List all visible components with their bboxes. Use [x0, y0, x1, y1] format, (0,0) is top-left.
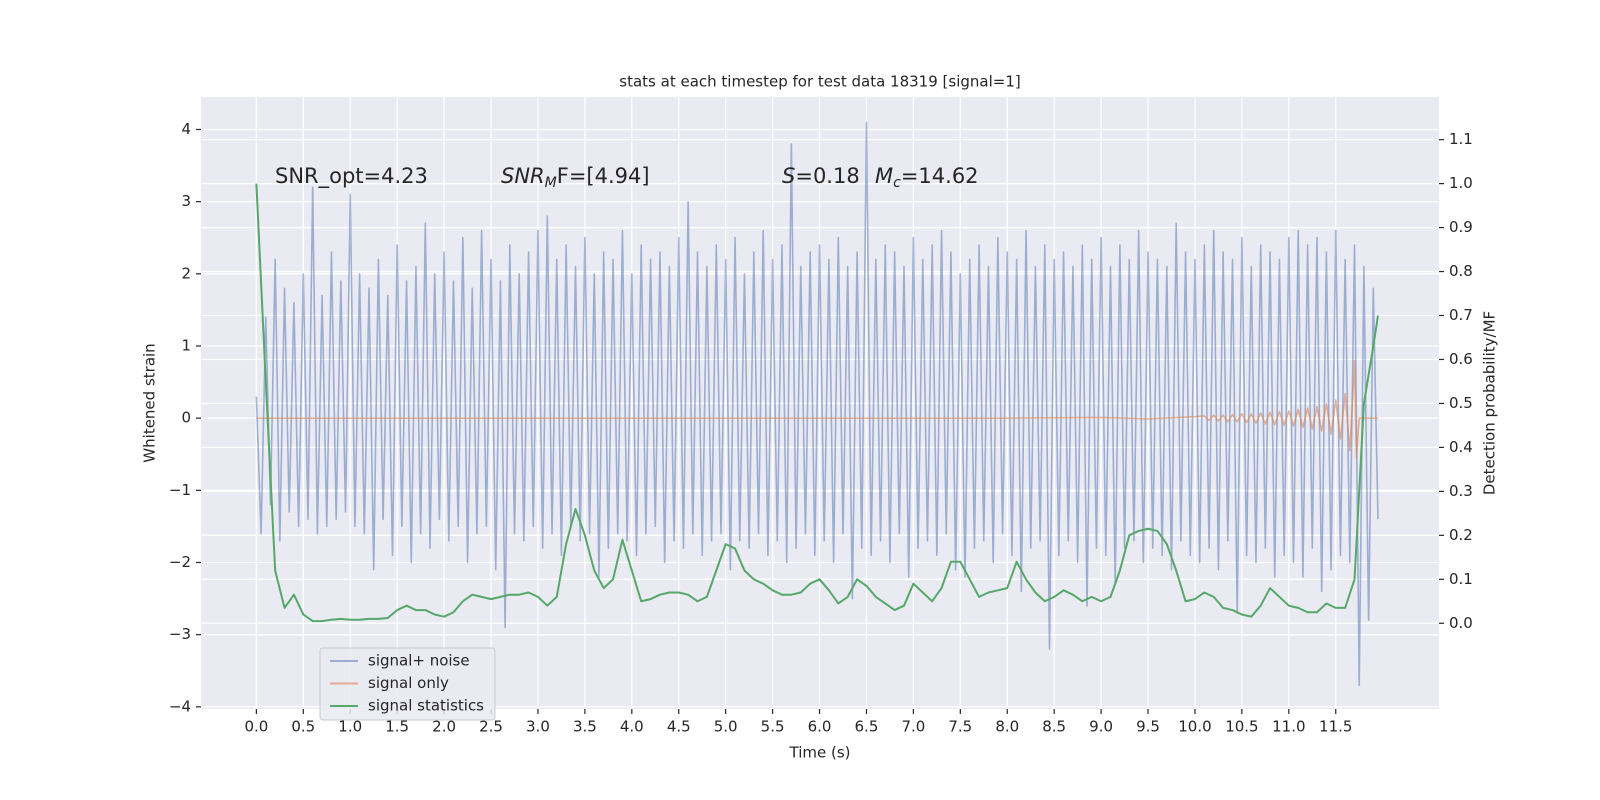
- series-line: [255, 183, 1379, 623]
- annotation-sub: M: [545, 175, 557, 191]
- legend-label: signal+ noise: [368, 652, 470, 670]
- annotation-base: M: [875, 164, 893, 188]
- x-tick-label: 10.0: [1178, 718, 1211, 736]
- annotation-after: =14.62: [901, 164, 979, 188]
- y-tick-label: 1: [181, 336, 191, 354]
- series-line: [256, 359, 1378, 459]
- x-tick-label: 5.5: [761, 718, 785, 736]
- x-tick-label: 8.0: [995, 718, 1019, 736]
- y-tick-label: 3: [181, 192, 191, 210]
- y-tick-label: 0: [181, 409, 191, 427]
- x-tick-label: 11.0: [1272, 718, 1305, 736]
- x-tick-label: 7.0: [901, 718, 925, 736]
- y2-tick-label: 1.0: [1449, 174, 1473, 192]
- y2-tick-label: 0.9: [1449, 218, 1473, 236]
- annotation-base: S: [782, 164, 795, 188]
- annotation: Mc=14.62: [875, 164, 979, 191]
- y2-axis-label: Detection probability/MF: [1481, 311, 1499, 495]
- y2-tick-label: 0.1: [1449, 570, 1473, 588]
- x-tick-label: 8.5: [1042, 718, 1066, 736]
- x-tick-label: 0.0: [244, 718, 268, 736]
- y2-tick-label: 0.7: [1449, 306, 1473, 324]
- annotation-sub: c: [893, 175, 901, 191]
- x-tick-label: 1.5: [385, 718, 409, 736]
- x-tick-label: 5.0: [714, 718, 738, 736]
- legend-label: signal only: [368, 674, 449, 692]
- y-tick-label: 2: [181, 264, 191, 282]
- legend: signal+ noise signal only signal statistic…: [319, 647, 496, 721]
- x-tick-label: 2.5: [479, 718, 503, 736]
- y-tick-label: −2: [169, 553, 191, 571]
- x-tick-label: 4.5: [667, 718, 691, 736]
- x-tick-label: 0.5: [291, 718, 315, 736]
- x-axis-label: Time (s): [789, 744, 851, 762]
- annotation-text: SNR_opt=4.23: [275, 164, 428, 189]
- annotation: SNR_opt=4.23: [275, 164, 428, 189]
- x-tick-label: 3.0: [526, 718, 550, 736]
- y2-tick-label: 0.4: [1449, 438, 1473, 456]
- y2-tick-label: 0.6: [1449, 350, 1473, 368]
- x-tick-label: 3.5: [573, 718, 597, 736]
- legend-box: [319, 647, 496, 721]
- x-tick-label: 11.5: [1319, 718, 1352, 736]
- y2-tick-label: 0.3: [1449, 482, 1473, 500]
- legend-label: signal statistics: [368, 697, 484, 715]
- annotation-base: SNR: [501, 164, 545, 188]
- x-tick-label: 6.5: [855, 718, 879, 736]
- annotation: S=0.18: [782, 164, 860, 188]
- x-tick-label: 6.0: [808, 718, 832, 736]
- y-tick-label: −3: [169, 625, 191, 643]
- y2-tick-label: 0.2: [1449, 526, 1473, 544]
- series-line: [255, 121, 1379, 686]
- y-tick-label: −4: [169, 697, 191, 715]
- marks: [255, 121, 1379, 686]
- x-tick-label: 10.5: [1225, 718, 1258, 736]
- annotation: SNRMF=[4.94]: [501, 164, 650, 191]
- annotation-after: =0.18: [795, 164, 859, 188]
- y2-tick-label: 0.8: [1449, 262, 1473, 280]
- x-tick-label: 2.0: [432, 718, 456, 736]
- x-tick-label: 4.0: [620, 718, 644, 736]
- y-tick-label: 4: [181, 120, 191, 138]
- axes: 0.0 0.5 1.0 1.5 2.0 2.5 3.0 3.5 4.0 4.5 5.0 5.5 6.0 6…: [169, 120, 1473, 736]
- y2-tick-label: 0.0: [1449, 614, 1473, 632]
- annotation-after: F=[4.94]: [557, 164, 650, 188]
- y2-tick-label: 1.1: [1449, 130, 1473, 148]
- x-tick-label: 9.5: [1136, 718, 1160, 736]
- x-tick-label: 7.5: [948, 718, 972, 736]
- chart-title: stats at each timestep for test data 183…: [619, 73, 1020, 91]
- y2-tick-label: 0.5: [1449, 394, 1473, 412]
- x-tick-label: 9.0: [1089, 718, 1113, 736]
- x-tick-label: 1.0: [338, 718, 362, 736]
- y-axis-label: Whitened strain: [141, 343, 159, 462]
- y-tick-label: −1: [169, 481, 191, 499]
